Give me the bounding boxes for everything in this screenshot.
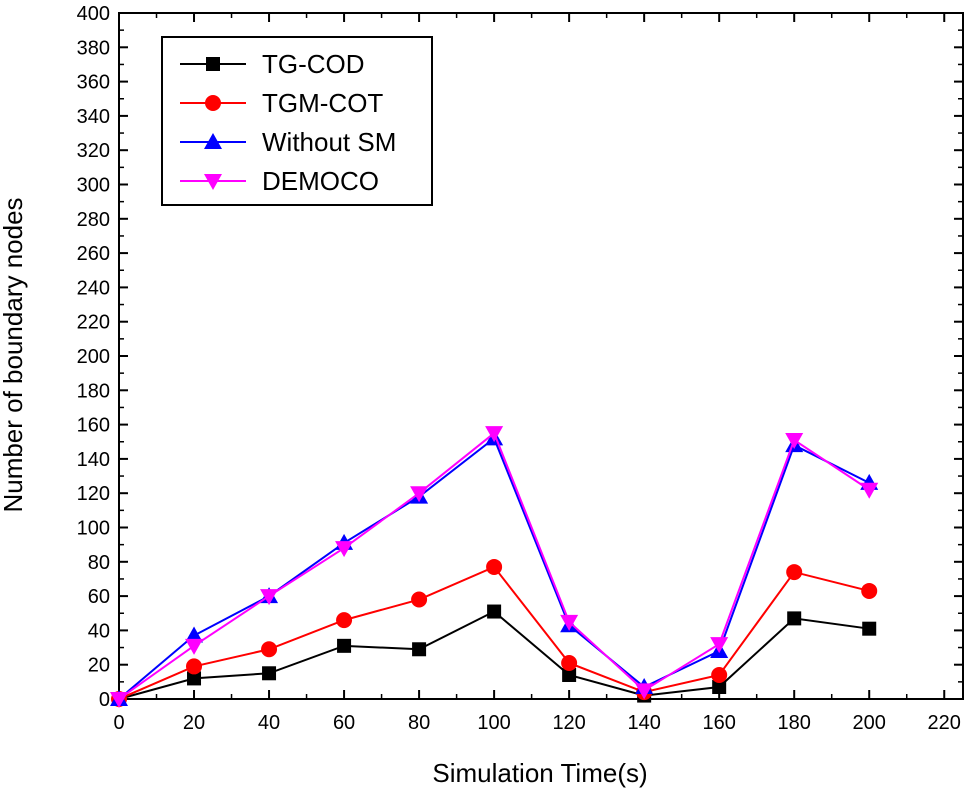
legend-marker (206, 57, 220, 71)
data-point (335, 541, 354, 558)
x-tick-label: 60 (333, 712, 355, 734)
data-point (412, 642, 427, 657)
data-point (336, 612, 353, 629)
data-point (185, 626, 204, 643)
data-point (561, 654, 578, 671)
x-tick-label: 40 (258, 712, 280, 734)
y-tick-label: 320 (77, 140, 110, 162)
x-tick-label: 200 (853, 712, 886, 734)
data-point (187, 671, 202, 686)
data-point (185, 638, 204, 655)
axes: 0 20 40 60 80 100 120 140 160 180 200 220 0 20 40 60 80 1… (77, 3, 964, 734)
y-tick-label: 340 (77, 106, 110, 128)
data-point (860, 482, 879, 499)
y-tick-label: 220 (77, 312, 110, 334)
series-layer (110, 426, 879, 708)
y-tick-label: 180 (77, 380, 110, 402)
y-tick-label: 200 (77, 346, 110, 368)
x-tick-label: 0 (113, 712, 124, 734)
y-tick-label: 100 (77, 518, 110, 540)
x-tick-label: 140 (627, 712, 660, 734)
y-tick-label: 0 (99, 689, 110, 711)
y-tick-label: 380 (77, 37, 110, 59)
data-point (711, 666, 728, 683)
x-axis-title: Simulation Time(s) (432, 758, 647, 788)
series-democo (110, 426, 879, 708)
data-point (712, 679, 727, 694)
data-point (486, 558, 503, 575)
data-point (787, 611, 802, 626)
y-tick-label: 280 (77, 209, 110, 231)
y-tick-label: 60 (88, 586, 110, 608)
x-tick-label: 220 (928, 712, 961, 734)
legend-item: TG-COD (180, 49, 365, 79)
x-tick-label: 80 (408, 712, 430, 734)
data-point (186, 658, 203, 675)
series-tgm-cot (111, 558, 878, 707)
y-tick-label: 20 (88, 655, 110, 677)
legend-item: TGM-COT (180, 88, 383, 118)
y-tick-label: 260 (77, 243, 110, 265)
y-tick-label: 140 (77, 449, 110, 471)
data-point (635, 683, 654, 700)
data-point (487, 604, 502, 619)
legend-label: DEMOCO (262, 166, 379, 196)
y-tick-label: 240 (77, 277, 110, 299)
legend-marker (205, 95, 221, 111)
data-point (110, 692, 128, 708)
legend: TG-COD TGM-COT Without SM DEMOCO (161, 36, 433, 206)
legend-item: DEMOCO (180, 166, 379, 196)
x-tick-label: 20 (183, 712, 205, 734)
data-point (261, 641, 278, 658)
data-point (562, 667, 577, 682)
legend-marker (204, 174, 222, 190)
data-point (560, 614, 579, 631)
legend-label: TGM-COT (262, 88, 383, 118)
legend-marker (204, 133, 222, 149)
data-point (785, 433, 804, 450)
data-point (337, 638, 352, 653)
x-tick-label: 180 (778, 712, 811, 734)
data-point (411, 591, 428, 608)
data-point (862, 621, 877, 636)
y-tick-label: 360 (77, 72, 110, 94)
legend-label: TG-COD (262, 49, 365, 79)
data-point (786, 564, 803, 581)
y-tick-label: 40 (88, 620, 110, 642)
x-tick-label: 100 (477, 712, 510, 734)
data-point (861, 582, 878, 599)
data-point (260, 589, 279, 606)
data-point (485, 426, 504, 443)
x-tick-label: 120 (552, 712, 585, 734)
y-tick-label: 80 (88, 552, 110, 574)
data-point (710, 637, 729, 654)
y-tick-label: 400 (77, 3, 110, 25)
series-line (118, 565, 870, 700)
data-point (262, 666, 277, 681)
y-axis-title: Number of boundary nodes (0, 197, 28, 512)
y-tick-label: 160 (77, 415, 110, 437)
y-tick-label: 120 (77, 483, 110, 505)
legend-item: Without SM (180, 127, 396, 157)
y-tick-label: 300 (77, 175, 110, 197)
x-tick-label: 160 (702, 712, 735, 734)
data-point (410, 486, 429, 503)
legend-label: Without SM (262, 127, 396, 157)
